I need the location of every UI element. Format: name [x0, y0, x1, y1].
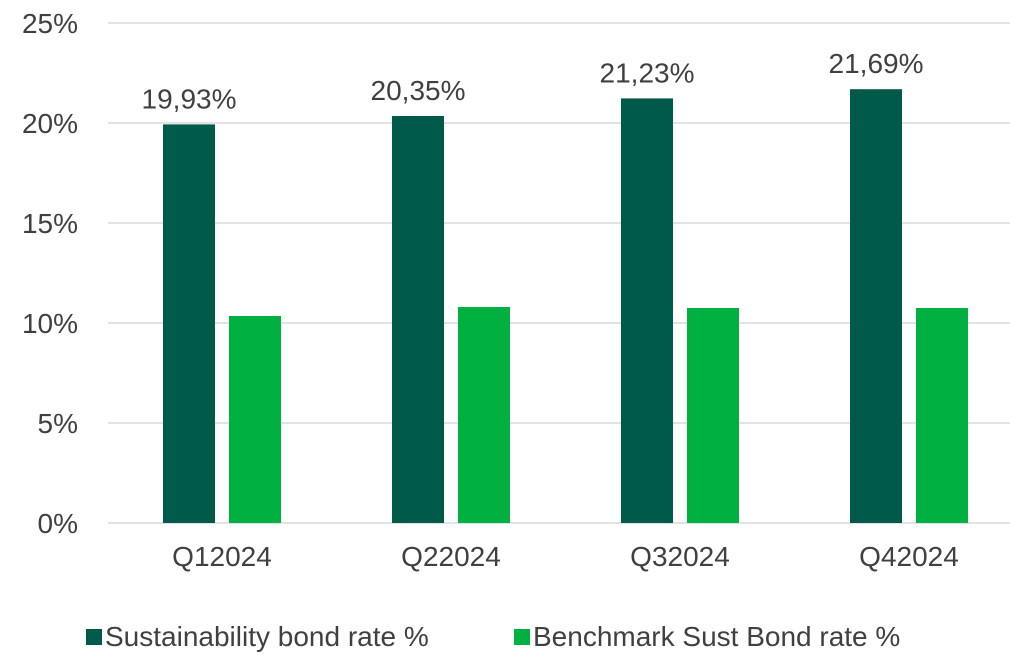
- bar-sustainability-q42024: [850, 89, 902, 523]
- data-labels: 19,93% 20,35% 21,23% 21,69%: [142, 48, 924, 114]
- x-axis: Q12024 Q22024 Q32024 Q42024: [172, 541, 959, 572]
- bar-sustainability-q22024: [392, 116, 444, 523]
- x-tick-label: Q22024: [401, 541, 501, 572]
- legend: Sustainability bond rate % Benchmark Sust…: [86, 621, 900, 652]
- legend-label: Benchmark Sust Bond rate %: [533, 621, 900, 652]
- data-label: 21,69%: [829, 48, 924, 79]
- bar-sustainability-q32024: [621, 98, 673, 524]
- legend-item-sustainability: Sustainability bond rate %: [86, 621, 429, 652]
- x-tick-label: Q32024: [630, 541, 730, 572]
- x-tick-label: Q42024: [859, 541, 959, 572]
- y-tick-label: 0%: [38, 508, 78, 539]
- data-label: 19,93%: [142, 83, 237, 114]
- bar-sustainability-q12024: [163, 124, 215, 524]
- legend-item-benchmark: Benchmark Sust Bond rate %: [514, 621, 900, 652]
- y-tick-label: 25%: [22, 8, 78, 39]
- legend-swatch: [86, 629, 102, 645]
- y-tick-label: 20%: [22, 108, 78, 139]
- y-tick-label: 15%: [22, 208, 78, 239]
- bar-benchmark-q22024: [458, 307, 510, 523]
- y-tick-label: 10%: [22, 308, 78, 339]
- bar-benchmark-q42024: [916, 308, 968, 523]
- y-axis: 0% 5% 10% 15% 20% 25%: [22, 8, 78, 539]
- legend-swatch: [514, 629, 530, 645]
- x-tick-label: Q12024: [172, 541, 272, 572]
- data-label: 21,23%: [600, 57, 695, 88]
- bars: [163, 89, 968, 524]
- data-label: 20,35%: [371, 75, 466, 106]
- bar-benchmark-q12024: [229, 316, 281, 523]
- bar-benchmark-q32024: [687, 308, 739, 523]
- y-tick-label: 5%: [38, 408, 78, 439]
- legend-label: Sustainability bond rate %: [105, 621, 429, 652]
